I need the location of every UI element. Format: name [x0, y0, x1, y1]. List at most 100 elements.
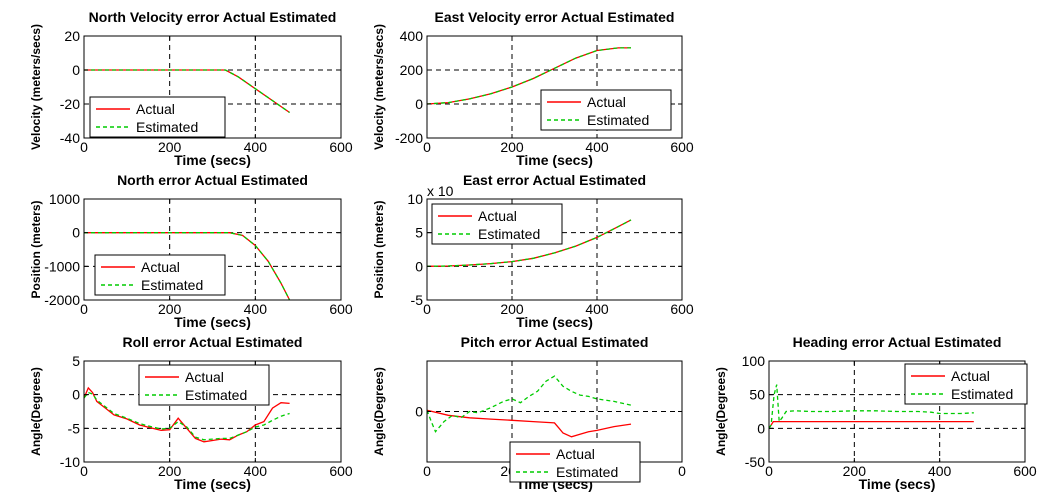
- x-axis-label: Time (secs): [516, 152, 593, 168]
- axes-frame: [83, 360, 342, 463]
- y-axis-label: Angle(Degrees): [714, 367, 728, 456]
- y-tick-label: 0: [72, 62, 80, 78]
- y-tick-label: -50: [745, 454, 765, 470]
- x-tick-label: 600: [329, 139, 353, 155]
- x-tick-label: 0: [80, 301, 88, 317]
- y-tick-label: -5: [68, 420, 81, 436]
- x-tick-label: 200: [158, 463, 182, 479]
- series-estimated-line: [84, 232, 291, 301]
- series-estimated-line: [426, 47, 631, 105]
- legend-box: [509, 441, 641, 483]
- legend-label-actual: Actual: [141, 259, 180, 275]
- legend-box: [89, 96, 226, 138]
- chart-title: East Velocity error Actual Estimated: [435, 9, 675, 25]
- y-axis-label: Velocity (meters/secs): [29, 24, 43, 150]
- x-tick-label: 600: [329, 463, 353, 479]
- chart-title: North error Actual Estimated: [117, 172, 308, 188]
- chart-title: Heading error Actual Estimated: [793, 334, 1002, 350]
- y-tick-label: 0: [415, 404, 423, 420]
- x-tick-label: 400: [244, 139, 268, 155]
- legend-label-estimated: Estimated: [141, 277, 203, 293]
- legend-box: [540, 89, 672, 131]
- y-tick-label: -40: [60, 130, 80, 146]
- chart-title: East error Actual Estimated: [463, 172, 646, 188]
- axes-frame: [83, 198, 342, 301]
- subplot-1: 0 200 400 600 -40 -20 0 20 North Velocity error …: [29, 9, 353, 168]
- series-estimated-line: [768, 384, 974, 429]
- x-axis-label: Time (secs): [174, 476, 251, 492]
- y-axis-label: Angle(Degrees): [372, 367, 386, 456]
- legend-label-actual: Actual: [587, 94, 626, 110]
- x-tick-label: 0: [765, 463, 773, 479]
- subplot-3: 0 200 400 600 -2000 -1000 0 1000 North error Act…: [29, 172, 353, 330]
- y-tick-label: 0: [72, 387, 80, 403]
- x-tick-label: 400: [244, 301, 268, 317]
- x-tick-label: 600: [670, 301, 694, 317]
- axes-frame: [768, 360, 1026, 463]
- x-tick-label: 0: [423, 463, 431, 479]
- y-axis-label: Angle(Degrees): [29, 367, 43, 456]
- series-actual-line: [426, 409, 632, 438]
- x-tick-label: 600: [670, 139, 694, 155]
- legend-label-estimated: Estimated: [951, 386, 1013, 402]
- x-tick-label: 200: [500, 139, 524, 155]
- y-tick-label: -10: [60, 454, 80, 470]
- chart-title: North Velocity error Actual Estimated: [89, 9, 337, 25]
- y-tick-label: 200: [400, 62, 424, 78]
- x-axis-label: Time (secs): [174, 314, 251, 330]
- x-tick-label: 400: [585, 139, 609, 155]
- legend-box: [904, 363, 1028, 405]
- legend-label-estimated: Estimated: [478, 226, 540, 242]
- y-tick-label: 5: [72, 353, 80, 369]
- y-tick-label: -1000: [44, 258, 80, 274]
- series-estimated-line: [426, 375, 632, 433]
- series-actual-line: [83, 386, 290, 443]
- y-tick-label: 1000: [49, 191, 80, 207]
- legend-label-actual: Actual: [556, 446, 595, 462]
- x-tick-label: 200: [843, 463, 867, 479]
- chart-title: Pitch error Actual Estimated: [461, 334, 649, 350]
- x-tick-label: 600: [1013, 463, 1037, 479]
- axes-frame: [426, 35, 683, 139]
- x-tick-label: 200: [158, 301, 182, 317]
- x-tick-label: 400: [244, 463, 268, 479]
- y-axis-label: Position (meters): [372, 200, 386, 298]
- legend-label-estimated: Estimated: [556, 464, 618, 480]
- x-axis-label: Time (secs): [859, 476, 936, 492]
- legend-label-actual: Actual: [185, 369, 224, 385]
- y-tick-label: 20: [64, 28, 80, 44]
- x-axis-label: Time (secs): [174, 152, 251, 168]
- y-tick-label: 400: [400, 28, 424, 44]
- x-tick-label: 600: [329, 301, 353, 317]
- axis-multiplier: x 10: [427, 183, 454, 199]
- legend-label-actual: Actual: [136, 101, 175, 117]
- legend-box: [94, 254, 226, 296]
- y-tick-label: 0: [757, 420, 765, 436]
- legend-label-actual: Actual: [951, 368, 990, 384]
- subplot-5: 0 200 400 600 -10 -5 0 5 Roll error Actual Estim…: [29, 334, 353, 492]
- y-tick-label: 0: [415, 258, 423, 274]
- chart-title: Roll error Actual Estimated: [123, 334, 303, 350]
- x-tick-label: 0: [423, 139, 431, 155]
- x-tick-label: 200: [158, 139, 182, 155]
- y-tick-label: 5: [415, 225, 423, 241]
- x-tick-label: 0: [80, 139, 88, 155]
- legend-label-estimated: Estimated: [185, 387, 247, 403]
- axes-frame: [83, 35, 342, 139]
- x-axis-label: Time (secs): [516, 314, 593, 330]
- series-estimated-line: [83, 391, 290, 441]
- x-tick-label: 0: [80, 463, 88, 479]
- y-tick-label: 10: [407, 191, 423, 207]
- y-tick-label: 0: [72, 225, 80, 241]
- series-estimated-line: [84, 69, 290, 114]
- y-axis-label: Velocity (meters/secs): [372, 24, 386, 150]
- legend-label-estimated: Estimated: [136, 119, 198, 135]
- y-tick-label: 50: [749, 387, 765, 403]
- legend-box: [431, 203, 563, 245]
- axes-frame: [426, 198, 683, 301]
- x-tick-label: 400: [585, 301, 609, 317]
- legend-label-estimated: Estimated: [587, 112, 649, 128]
- subplot-6: 020040000Pitch error Actual EstimatedTim…: [372, 334, 686, 492]
